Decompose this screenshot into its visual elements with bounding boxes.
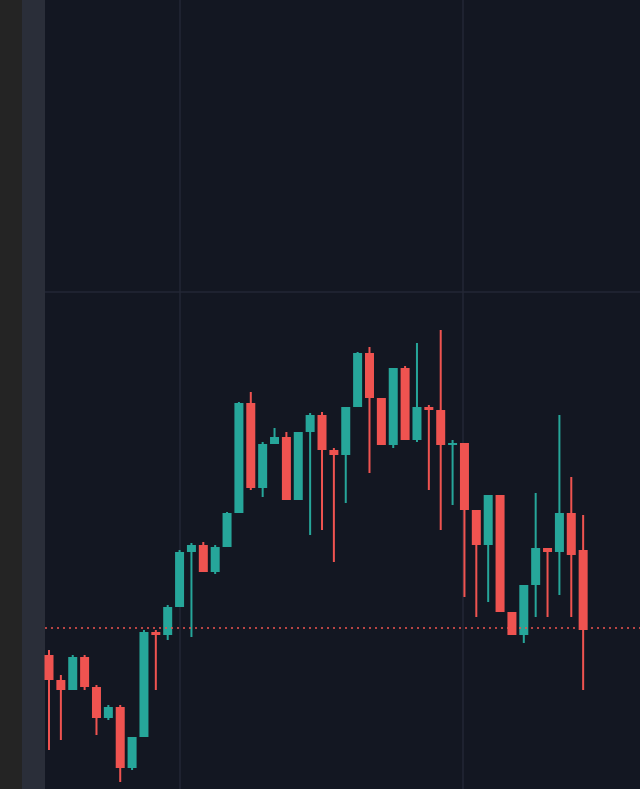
candle-body xyxy=(507,612,517,635)
candle-body xyxy=(483,495,493,545)
candle-body xyxy=(175,552,185,607)
candle-body xyxy=(412,407,422,440)
candle-body xyxy=(258,444,268,488)
candle-body xyxy=(198,545,208,572)
candle-body xyxy=(376,398,386,445)
candle-body xyxy=(364,353,374,398)
candle-body xyxy=(459,443,469,510)
candle-body xyxy=(495,495,505,612)
candle-body xyxy=(234,403,244,513)
candle-body xyxy=(186,545,196,552)
candle-body xyxy=(115,707,125,768)
candle-body xyxy=(163,607,173,635)
candle-body xyxy=(471,510,481,545)
candle-body xyxy=(210,547,220,572)
candle-body xyxy=(103,707,113,718)
candle-body xyxy=(270,437,280,444)
candle-body xyxy=(400,368,410,440)
candle-body xyxy=(531,548,541,585)
candle-body xyxy=(222,513,232,547)
candle-body xyxy=(80,657,90,687)
candle-body xyxy=(388,368,398,445)
candle-body xyxy=(305,415,315,432)
candle-body xyxy=(329,450,339,455)
left-panel xyxy=(0,0,22,789)
candle-body xyxy=(91,687,101,718)
candle-body xyxy=(281,437,291,500)
candle-body xyxy=(246,403,256,488)
candle-body xyxy=(151,632,161,635)
candle-body xyxy=(44,655,54,680)
candle-body xyxy=(68,657,78,690)
candle-body xyxy=(341,407,351,455)
price-scale-strip xyxy=(22,0,45,789)
candle-body xyxy=(424,407,434,410)
candle-body xyxy=(554,513,564,552)
candle-body xyxy=(127,737,137,768)
candle-body xyxy=(56,680,66,690)
candle-body xyxy=(578,550,588,630)
candles-layer xyxy=(44,291,640,782)
candle-body xyxy=(448,443,458,445)
candle-body xyxy=(519,585,529,635)
candle-body xyxy=(139,632,149,737)
candle-body xyxy=(353,353,363,407)
candle-body xyxy=(436,410,446,445)
candle-body xyxy=(543,548,553,552)
candle-body xyxy=(566,513,576,555)
candle-body xyxy=(293,432,303,500)
candle-body xyxy=(317,415,327,450)
